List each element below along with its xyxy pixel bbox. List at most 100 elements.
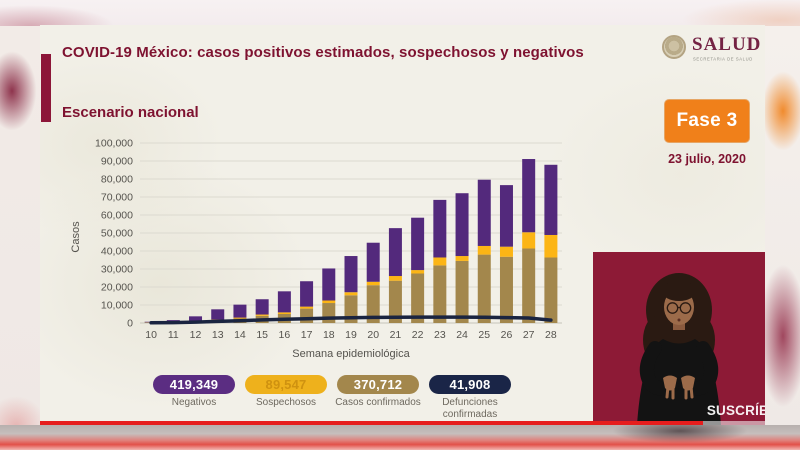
video-progress-bar[interactable] bbox=[40, 421, 765, 425]
bar-segment bbox=[411, 270, 425, 274]
bar-segment bbox=[255, 299, 269, 315]
bar-segment bbox=[300, 308, 314, 323]
bar-segment bbox=[499, 185, 513, 247]
x-tick-label: 21 bbox=[390, 329, 402, 341]
salud-subtext: SECRETARÍA DE SALUD bbox=[693, 57, 753, 62]
stat-badge: 41,908 bbox=[429, 375, 511, 394]
bar-segment bbox=[433, 265, 447, 323]
stat-badge: 419,349 bbox=[153, 375, 235, 394]
bar-segment bbox=[366, 285, 380, 323]
bar-segment bbox=[366, 242, 380, 282]
bar-segment bbox=[233, 317, 247, 319]
x-tick-label: 22 bbox=[412, 329, 424, 341]
x-tick-label: 14 bbox=[234, 329, 246, 341]
casos-chart: 0 10,000 20,000 30,000 40,000 50,000 60,000 70,… bbox=[70, 138, 562, 360]
y-tick-label: 0 bbox=[127, 318, 133, 330]
x-tick-label: 17 bbox=[301, 329, 313, 341]
chart-grid-and-bars: 0 10,000 20,000 30,000 40,000 50,000 60,000 70,… bbox=[95, 138, 562, 341]
stat-item-defunciones-confirmadas: 41,908 Defunciones confirmadas bbox=[424, 375, 516, 420]
government-seal-icon bbox=[662, 35, 686, 59]
bar-segment bbox=[366, 281, 380, 286]
bar-segment bbox=[433, 257, 447, 266]
x-tick-label: 12 bbox=[190, 329, 202, 341]
bar-segment bbox=[522, 159, 536, 233]
stat-item-negativos: 419,349 Negativos bbox=[148, 375, 240, 420]
bar-segment bbox=[455, 193, 469, 257]
bar-segment bbox=[189, 316, 203, 322]
y-tick-label: 40,000 bbox=[101, 246, 133, 258]
bar-segment bbox=[544, 257, 558, 323]
y-tick-label: 20,000 bbox=[101, 282, 133, 294]
bar-segment bbox=[344, 256, 358, 293]
bar-segment bbox=[388, 228, 402, 277]
x-tick-label: 20 bbox=[367, 329, 379, 341]
y-tick-label: 50,000 bbox=[101, 228, 133, 240]
bar-segment bbox=[388, 280, 402, 323]
bar-segment bbox=[322, 303, 336, 323]
y-tick-label: 80,000 bbox=[101, 174, 133, 186]
bar-segment bbox=[388, 276, 402, 281]
bar-segment bbox=[477, 245, 491, 255]
bar-segment bbox=[455, 260, 469, 323]
bar-segment bbox=[277, 312, 291, 314]
stat-badge: 89,547 bbox=[245, 375, 327, 394]
stat-item-casos-confirmados: 370,712 Casos confirmados bbox=[332, 375, 424, 420]
x-tick-label: 28 bbox=[545, 329, 557, 341]
y-tick-label: 70,000 bbox=[101, 192, 133, 204]
y-tick-label: 60,000 bbox=[101, 210, 133, 222]
x-tick-label: 27 bbox=[523, 329, 535, 341]
player-blur-top bbox=[0, 0, 800, 26]
title-accent-bar bbox=[41, 54, 51, 122]
y-tick-label: 90,000 bbox=[101, 156, 133, 168]
bar-segment bbox=[499, 246, 513, 257]
bar-segment bbox=[255, 314, 269, 316]
x-tick-label: 18 bbox=[323, 329, 335, 341]
player-blur-right bbox=[765, 26, 800, 425]
bar-segment bbox=[322, 268, 336, 301]
video-canvas[interactable]: COVID-19 México: casos positivos estimad… bbox=[40, 25, 765, 425]
deaths-line bbox=[149, 315, 553, 325]
x-tick-label: 11 bbox=[168, 329, 179, 341]
bar-segment bbox=[411, 217, 425, 271]
x-axis-title: Semana epidemiológica bbox=[292, 348, 410, 360]
bar-segment bbox=[411, 273, 425, 323]
x-tick-label: 23 bbox=[434, 329, 446, 341]
interpreter-figure bbox=[593, 252, 765, 425]
bar-segment bbox=[433, 199, 447, 258]
stat-label: Defunciones confirmadas bbox=[442, 397, 498, 420]
slide-subtitle: Escenario nacional bbox=[62, 104, 199, 121]
bar-segment bbox=[322, 300, 336, 304]
stat-label: Negativos bbox=[171, 397, 217, 408]
stat-item-sospechosos: 89,547 Sospechosos bbox=[240, 375, 332, 420]
bar-segment bbox=[544, 234, 558, 258]
date-label: 23 julio, 2020 bbox=[668, 152, 746, 166]
x-tick-label: 16 bbox=[279, 329, 291, 341]
bar-segment bbox=[499, 256, 513, 323]
salud-logo: SALUD SECRETARÍA DE SALUD bbox=[658, 33, 765, 73]
subscribe-watermark: SUSCRÍB bbox=[706, 403, 765, 418]
x-tick-label: 26 bbox=[501, 329, 513, 341]
player-blur-bottom bbox=[0, 425, 800, 450]
stat-label: Sospechosos bbox=[255, 397, 317, 408]
stat-label: Casos confirmados bbox=[335, 397, 421, 408]
x-tick-label: 24 bbox=[456, 329, 468, 341]
bar-segment bbox=[477, 254, 491, 323]
sign-language-interpreter-inset: SUSCRÍB bbox=[593, 252, 765, 425]
player-blur-left bbox=[0, 26, 40, 425]
bar-segment bbox=[300, 306, 314, 309]
salud-wordmark: SALUD bbox=[692, 34, 762, 55]
x-tick-label: 19 bbox=[345, 329, 357, 341]
bar-segment bbox=[211, 309, 225, 320]
y-tick-label: 30,000 bbox=[101, 264, 133, 276]
summary-stats-row: 419,349 Negativos 89,547 Sospechosos 370,712… bbox=[148, 375, 516, 420]
bar-segment bbox=[522, 232, 536, 249]
x-tick-label: 15 bbox=[256, 329, 268, 341]
x-tick-label: 25 bbox=[478, 329, 490, 341]
bar-segment bbox=[544, 164, 558, 235]
video-progress-played bbox=[40, 421, 704, 425]
bar-segment bbox=[344, 292, 358, 296]
bar-segment bbox=[300, 281, 314, 307]
x-tick-label: 10 bbox=[145, 329, 157, 341]
y-axis-title: Casos bbox=[70, 221, 82, 253]
bar-segment bbox=[277, 291, 291, 313]
